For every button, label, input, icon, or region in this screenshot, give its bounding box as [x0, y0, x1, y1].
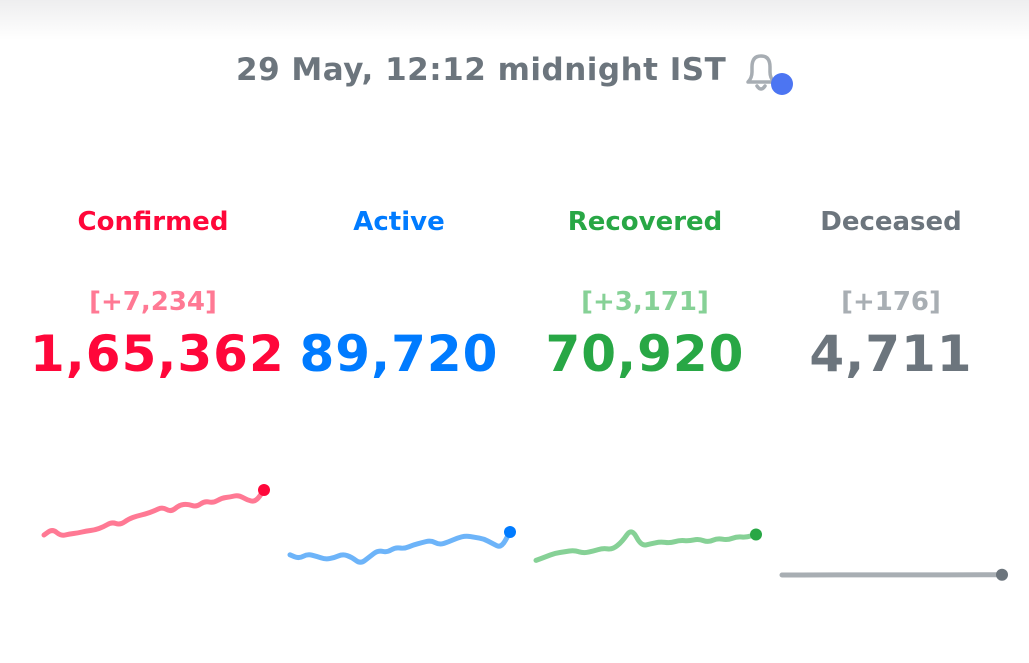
deceased-delta: [+176] — [841, 287, 941, 317]
confirmed-sparkline-endpoint — [258, 484, 270, 496]
bell-icon[interactable] — [736, 48, 786, 98]
recovered-delta: [+3,171] — [581, 287, 709, 317]
stat-active[interactable]: Active 89,720 — [276, 200, 522, 384]
active-sparkline-endpoint — [504, 526, 516, 538]
deceased-label: Deceased — [820, 207, 962, 237]
recovered-sparkline-endpoint — [750, 528, 762, 541]
confirmed-delta: [+7,234] — [89, 287, 217, 317]
stat-confirmed[interactable]: Confirmed [+7,234] 1,65,362 — [30, 200, 285, 384]
active-sparkline — [287, 529, 513, 565]
deceased-value: 4,711 — [809, 325, 973, 383]
notification-dot — [771, 73, 793, 95]
recovered-sparkline — [533, 529, 759, 563]
header: 29 May, 12:12 midnight IST — [0, 48, 1029, 98]
last-updated-timestamp: 29 May, 12:12 midnight IST — [236, 52, 727, 88]
confirmed-label: Confirmed — [77, 207, 229, 237]
deceased-sparkline-endpoint — [996, 568, 1008, 581]
confirmed-value: 1,65,362 — [30, 325, 285, 383]
stat-deceased[interactable]: Deceased [+176] 4,711 — [768, 200, 1014, 384]
active-delta — [276, 280, 522, 324]
stats-panel: Confirmed [+7,234] 1,65,362 Active 89,72… — [0, 200, 1029, 410]
top-shade — [0, 0, 1029, 40]
stat-recovered[interactable]: Recovered [+3,171] 70,920 — [522, 200, 768, 384]
active-label: Active — [353, 207, 445, 237]
active-value: 89,720 — [299, 325, 499, 383]
recovered-value: 70,920 — [545, 325, 745, 383]
sparklines — [41, 484, 1008, 581]
recovered-label: Recovered — [567, 207, 723, 237]
confirmed-sparkline — [41, 487, 267, 538]
